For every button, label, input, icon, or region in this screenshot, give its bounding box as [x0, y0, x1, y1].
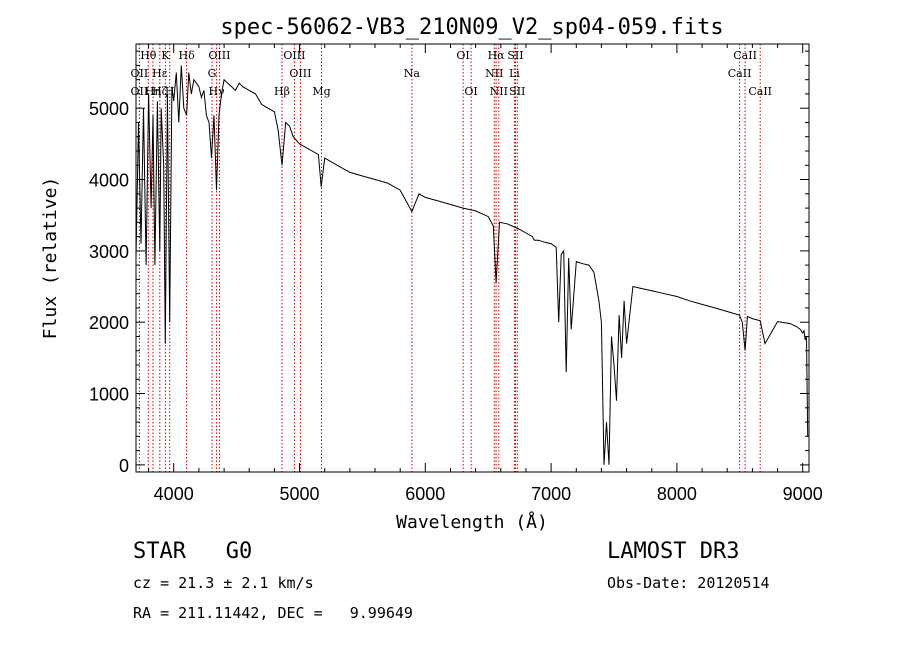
object-class-label: STAR	[133, 539, 186, 564]
line-marker-label: Hζ	[152, 85, 168, 98]
line-marker-label: NII	[490, 85, 508, 98]
x-tick-label: 9000	[783, 484, 823, 504]
line-marker-label: H	[165, 85, 175, 98]
survey-label: LAMOST DR3	[607, 539, 740, 564]
y-tick-label: 1000	[89, 385, 129, 405]
line-marker-label: Hβ	[274, 85, 290, 98]
line-marker-label: Li	[509, 67, 520, 80]
y-tick-label: 5000	[89, 99, 129, 119]
line-marker-label: OI	[456, 49, 469, 62]
line-marker-label: OIII	[208, 49, 230, 62]
line-marker-label: OI	[464, 85, 477, 98]
y-axis-label: Flux (relative)	[40, 177, 61, 340]
line-marker-label: CaII	[733, 49, 757, 62]
chart-title: spec-56062-VB3_210N09_V2_sp04-059.fits	[220, 15, 723, 40]
line-marker-label: SII	[507, 49, 523, 62]
line-marker-label: Hα	[488, 49, 506, 62]
y-tick-label: 4000	[89, 171, 129, 191]
obs-date: Obs-Date: 20120514	[607, 574, 770, 592]
plot-frame	[135, 43, 810, 473]
line-marker-label: SII	[509, 85, 525, 98]
x-axis-label: Wavelength (Å)	[396, 511, 548, 533]
y-tick-label: 0	[119, 456, 129, 476]
line-marker-label: OII	[131, 67, 149, 80]
line-marker-label: CaII	[748, 85, 772, 98]
line-marker-label: NII	[485, 67, 503, 80]
spectrum-line	[135, 65, 809, 465]
x-tick-label: 7000	[531, 484, 571, 504]
line-marker-label: G	[208, 67, 217, 80]
y-tick-label: 3000	[89, 242, 129, 262]
line-marker-label: Hδ	[178, 49, 195, 62]
line-marker-label: OIII	[289, 67, 311, 80]
y-tick-label: 2000	[89, 313, 129, 333]
coordinates: RA = 211.11442, DEC = 9.99649	[133, 604, 413, 622]
object-subclass: G0	[225, 539, 253, 564]
line-marker-label: Mg	[312, 85, 330, 98]
object-class: STAR G0	[133, 539, 252, 564]
x-tick-label: 4000	[154, 484, 194, 504]
y-axis-ticks: 0 1000 2000 3000 4000 5000	[89, 50, 809, 476]
x-tick-label: 5000	[279, 484, 319, 504]
cz-readout: cz = 21.3 ± 2.1 km/s	[133, 574, 314, 592]
line-marker-label: Na	[404, 67, 421, 80]
line-marker-label: OII	[131, 85, 149, 98]
x-tick-label: 6000	[405, 484, 445, 504]
line-marker-label: Hε	[152, 67, 168, 80]
line-marker-label: K	[161, 49, 170, 62]
line-marker-label: CaII	[728, 67, 752, 80]
line-markers	[138, 44, 761, 472]
x-tick-label: 8000	[657, 484, 697, 504]
x-axis-ticks: 4000 5000 6000 7000 8000 9000	[148, 44, 823, 504]
line-marker-label: Hθ	[140, 49, 157, 62]
line-marker-label: OIII	[283, 49, 305, 62]
